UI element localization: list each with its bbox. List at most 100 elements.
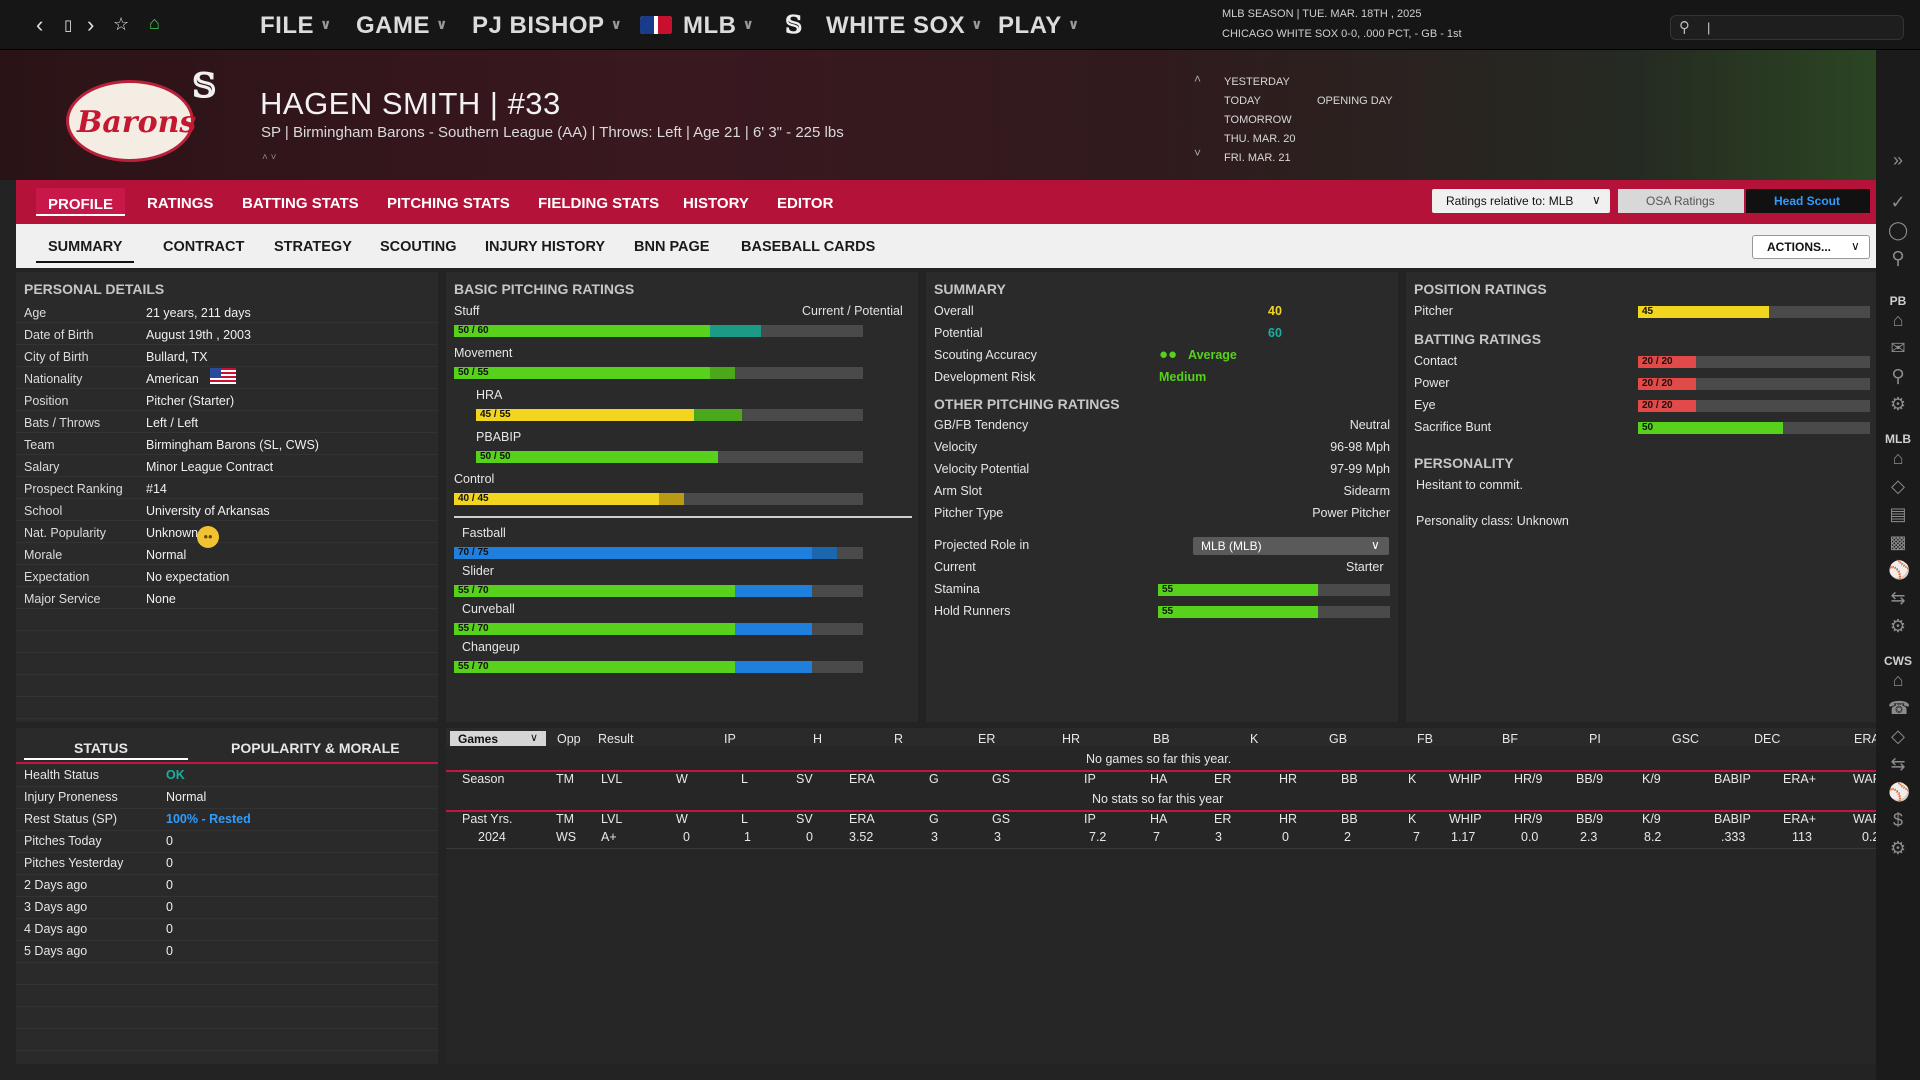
home-icon[interactable]: ⌂ — [1892, 670, 1904, 690]
column-header[interactable]: HR/9 — [1514, 812, 1543, 826]
collapse-sidebar-icon[interactable]: » — [1892, 150, 1903, 170]
tab-strategy[interactable]: STRATEGY — [274, 239, 352, 255]
checkmark-icon[interactable]: ✓ — [1890, 192, 1906, 212]
forward-icon[interactable]: › — [87, 12, 95, 37]
column-header[interactable]: K — [1408, 772, 1417, 786]
date-up-icon[interactable]: ˄ — [1194, 72, 1202, 86]
id-card-icon[interactable]: ▤ — [1889, 504, 1907, 524]
baseball-icon[interactable]: ⚾ — [1888, 782, 1911, 802]
bar-chart-icon[interactable]: ▩ — [1889, 532, 1907, 552]
tab-contract[interactable]: CONTRACT — [163, 239, 245, 255]
column-header[interactable]: G — [929, 772, 939, 786]
search-input[interactable]: ⚲ | — [1670, 15, 1904, 40]
column-header[interactable]: H — [813, 732, 823, 746]
date-down-icon[interactable]: ˅ — [1194, 146, 1202, 160]
column-header[interactable]: WHIP — [1449, 772, 1482, 786]
menu-team[interactable]: WHITE SOX ∨ — [826, 12, 984, 39]
diamond-icon[interactable]: ◇ — [1891, 726, 1905, 746]
back-icon[interactable]: ‹ — [36, 12, 44, 37]
tab-editor[interactable]: EDITOR — [777, 195, 834, 212]
column-header[interactable]: ERA — [849, 772, 875, 786]
gear-icon[interactable]: ⚙ — [1889, 616, 1907, 636]
menu-league[interactable]: MLB ∨ — [683, 12, 755, 39]
column-header[interactable]: W — [676, 772, 688, 786]
column-header[interactable]: ER — [978, 732, 996, 746]
tab-profile[interactable]: PROFILE — [36, 188, 126, 216]
tab-history[interactable]: HISTORY — [683, 195, 749, 212]
column-header[interactable]: HA — [1150, 812, 1168, 826]
column-header[interactable]: BB/9 — [1576, 812, 1604, 826]
column-header[interactable]: BB/9 — [1576, 772, 1604, 786]
column-header[interactable]: L — [741, 772, 748, 786]
location-pin-icon[interactable]: ⚲ — [1891, 248, 1905, 268]
column-header[interactable]: ERA — [1854, 732, 1880, 746]
column-header[interactable]: Season — [462, 772, 505, 786]
column-header[interactable]: IP — [1084, 812, 1096, 826]
column-header[interactable]: SV — [796, 772, 813, 786]
column-header[interactable]: Opp — [557, 732, 581, 746]
diamond-icon[interactable]: ◇ — [1891, 476, 1905, 496]
column-header[interactable]: GB — [1329, 732, 1348, 746]
gear-icon[interactable]: ⚙ — [1889, 838, 1907, 858]
column-header[interactable]: HA — [1150, 772, 1168, 786]
mail-icon[interactable]: ✉ — [1890, 338, 1906, 358]
column-header[interactable]: BB — [1341, 812, 1358, 826]
column-header[interactable]: W — [676, 812, 688, 826]
tab-popularity-morale[interactable]: POPULARITY & MORALE — [231, 740, 400, 756]
column-header[interactable]: PI — [1589, 732, 1601, 746]
reorder-arrows-icon[interactable]: ˄ ˅ — [262, 152, 277, 163]
column-header[interactable]: ER — [1214, 812, 1232, 826]
copy-icon[interactable]: ▯ — [64, 17, 73, 34]
dollar-icon[interactable]: $ — [1892, 810, 1903, 830]
column-header[interactable]: BB — [1153, 732, 1170, 746]
column-header[interactable]: ERA — [849, 812, 875, 826]
column-header[interactable]: R — [894, 732, 904, 746]
column-header[interactable]: K/9 — [1642, 772, 1661, 786]
column-header[interactable]: IP — [1084, 772, 1096, 786]
column-header[interactable]: IP — [724, 732, 736, 746]
tab-baseball-cards[interactable]: BASEBALL CARDS — [741, 239, 876, 255]
column-header[interactable]: ERA+ — [1783, 772, 1817, 786]
tab-status[interactable]: STATUS — [24, 732, 188, 760]
column-header[interactable]: SV — [796, 812, 813, 826]
home-icon[interactable]: ⌂ — [1892, 448, 1904, 468]
gear-icon[interactable]: ⚙ — [1889, 394, 1907, 414]
date-today[interactable]: TODAY — [1224, 95, 1261, 107]
column-header[interactable]: K — [1408, 812, 1417, 826]
column-header[interactable]: HR — [1279, 812, 1298, 826]
tab-summary[interactable]: SUMMARY — [36, 239, 135, 263]
column-header[interactable]: L — [741, 812, 748, 826]
column-header[interactable]: GS — [992, 812, 1011, 826]
column-header[interactable]: FB — [1417, 732, 1433, 746]
ratings-relative-select[interactable]: Ratings relative to: MLB ∨ — [1432, 189, 1610, 213]
column-header[interactable]: LVL — [601, 812, 623, 826]
home-icon[interactable]: ⌂ — [149, 13, 160, 33]
arrows-icon[interactable]: ⇆ — [1890, 754, 1906, 774]
column-header[interactable]: GSC — [1672, 732, 1700, 746]
tab-pitching-stats[interactable]: PITCHING STATS — [387, 195, 510, 212]
home-icon[interactable]: ⌂ — [1892, 310, 1904, 330]
baseball-icon[interactable]: ⚾ — [1888, 560, 1911, 580]
games-select[interactable]: Games ∨ — [450, 731, 546, 746]
tab-injury-history[interactable]: INJURY HISTORY — [485, 239, 606, 255]
head-scout-button[interactable]: Head Scout — [1746, 189, 1870, 213]
column-header[interactable]: HR/9 — [1514, 772, 1543, 786]
date-fri[interactable]: FRI. MAR. 21 — [1224, 152, 1291, 164]
phone-icon[interactable]: ☎ — [1888, 698, 1911, 718]
column-header[interactable]: G — [929, 812, 939, 826]
column-header[interactable]: TM — [556, 772, 575, 786]
tab-fielding-stats[interactable]: FIELDING STATS — [538, 195, 660, 212]
column-header[interactable]: WAR — [1853, 812, 1882, 826]
tab-batting-stats[interactable]: BATTING STATS — [242, 195, 359, 212]
globe-icon[interactable]: ◯ — [1888, 220, 1909, 240]
projected-role-select[interactable]: MLB (MLB) ∨ — [1193, 537, 1389, 555]
column-header[interactable]: ER — [1214, 772, 1232, 786]
column-header[interactable]: DEC — [1754, 732, 1781, 746]
column-header[interactable]: BB — [1341, 772, 1358, 786]
actions-menu-button[interactable]: ACTIONS... ∨ — [1752, 235, 1870, 259]
star-icon[interactable]: ☆ — [113, 14, 130, 34]
column-header[interactable]: LVL — [601, 772, 623, 786]
column-header[interactable]: Result — [598, 732, 634, 746]
column-header[interactable]: BF — [1502, 732, 1518, 746]
tab-ratings[interactable]: RATINGS — [147, 195, 214, 212]
